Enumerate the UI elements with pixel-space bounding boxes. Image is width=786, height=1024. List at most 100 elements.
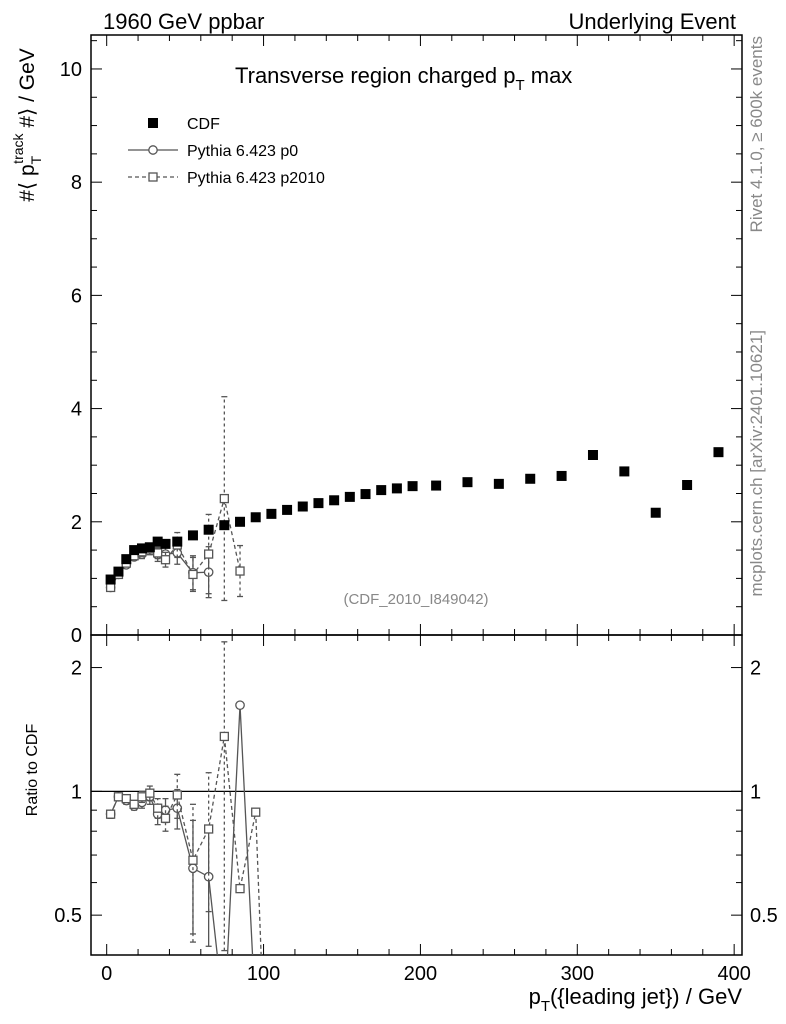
y-tick-label: 6 (71, 285, 82, 307)
y-tick-label: 10 (60, 59, 82, 81)
cdf-point (282, 504, 293, 515)
cdf-point (493, 478, 504, 489)
x-tick-label: 300 (561, 963, 594, 985)
y-tick-label: 4 (71, 399, 82, 421)
ratio-y-tick-label: 2 (71, 658, 82, 680)
legend-marker-p0 (148, 145, 158, 155)
y-tick-label: 2 (71, 512, 82, 534)
x-tick-label: 200 (404, 963, 437, 985)
ratio-y-tick-label-right: 1 (750, 781, 761, 803)
axis-ticks (91, 35, 742, 956)
header-right: Underlying Event (568, 9, 736, 34)
y-tick-label: 0 (71, 625, 82, 647)
ratio-point-p2010 (145, 788, 155, 798)
ratio-point-p2010 (129, 799, 139, 809)
ratio-point-p2010 (160, 813, 171, 823)
cdf-point (619, 466, 630, 477)
cdf-point (250, 512, 261, 523)
x-tick-label: 400 (717, 963, 750, 985)
legend-label-p0: Pythia 6.423 p0 (187, 143, 298, 160)
ratio-line-p2010 (110, 736, 262, 955)
cdf-point (219, 520, 230, 531)
cdf-point (407, 481, 418, 492)
ratio-y-tick-label: 1 (71, 781, 82, 803)
main-point-p2010 (219, 493, 229, 504)
ratio-series-layer (91, 641, 742, 1023)
ratio-point-p2010 (204, 824, 214, 834)
legend-label-cdf: CDF (187, 116, 220, 133)
cdf-point (713, 447, 724, 458)
main-point-p2010 (204, 549, 214, 559)
main-series-layer (105, 396, 724, 602)
ratio-y-tick-label-right: 0.5 (750, 905, 778, 927)
cdf-point (235, 516, 246, 527)
ratio-line-p0 (110, 705, 254, 955)
header-left: 1960 GeV ppbar (103, 9, 264, 34)
cdf-point (266, 508, 277, 519)
ratio-y-tick-label-right: 2 (750, 658, 761, 680)
ratio-point-p2010 (113, 792, 124, 802)
x-axis-label: pT({leading jet}) / GeV (529, 984, 743, 1015)
cdf-point (391, 483, 402, 494)
ratio-point-p2010 (260, 1015, 268, 1023)
cdf-point (682, 480, 693, 490)
ratio-point-p2010 (235, 883, 245, 894)
cdf-point (152, 536, 163, 547)
main-point-p2010 (105, 582, 116, 593)
y-tick-label: 8 (71, 172, 82, 194)
cdf-point (525, 473, 536, 484)
y-axis-label: #⟨ pTtrack #⟩ / GeV (10, 48, 44, 202)
ratio-point-p2010 (219, 731, 229, 742)
cdf-point (431, 480, 442, 491)
cdf-point (360, 489, 371, 500)
legend-marker-p2010 (148, 172, 158, 182)
cdf-point (144, 542, 155, 553)
main-point-p2010 (235, 566, 245, 576)
legend-label-p2010: Pythia 6.423 p2010 (187, 170, 325, 187)
ratio-point-p0 (235, 700, 245, 711)
ratio-point-p2010 (188, 855, 198, 865)
ratio-panel-frame (90, 634, 743, 956)
cdf-point (129, 545, 140, 556)
ratio-point-p0 (220, 1015, 228, 1023)
cdf-point (376, 485, 387, 496)
cdf-point (344, 491, 355, 502)
main-point-p2010 (188, 569, 198, 580)
cdf-point (136, 543, 147, 554)
legend-entry-p2010: Pythia 6.423 p2010 (128, 170, 325, 187)
legend-marker-cdf (148, 118, 158, 128)
cdf-point (160, 538, 171, 549)
legend-entry-cdf: CDF (148, 116, 220, 133)
x-tick-label: 0 (101, 963, 112, 985)
cdf-point (313, 498, 324, 509)
main-point-p2010 (160, 555, 171, 565)
ratio-point-p2010 (105, 809, 116, 819)
chart-title: Transverse region charged pT max (235, 63, 572, 94)
cdf-point (556, 470, 567, 481)
cdf-point (203, 524, 214, 535)
cdf-point (297, 501, 308, 512)
cdf-point (462, 477, 473, 488)
cdf-point (113, 566, 124, 577)
cdf-point (650, 507, 661, 518)
ratio-point-p2010 (251, 807, 261, 817)
analysis-id: (CDF_2010_I849042) (343, 591, 488, 608)
cdf-point (329, 495, 340, 506)
ratio-point-p2010 (172, 790, 182, 800)
main-point-p2010 (153, 548, 163, 558)
legend: CDF Pythia 6.423 p0 Pythia 6.423 p2010 (128, 116, 325, 187)
cdf-point (587, 450, 598, 460)
side-label-top: Rivet 4.1.0, ≥ 600k events (747, 36, 766, 232)
legend-entry-p0: Pythia 6.423 p0 (128, 143, 298, 160)
x-tick-label: 100 (247, 963, 280, 985)
side-label-bottom: mcplots.cern.ch [arXiv:2401.10621] (747, 330, 766, 596)
ratio-point-p2010 (121, 793, 131, 804)
ratio-y-tick-label: 0.5 (54, 905, 82, 927)
cdf-point (187, 530, 198, 541)
cdf-point (172, 536, 183, 547)
ratio-point-p2010 (137, 792, 147, 802)
cdf-point (121, 554, 132, 565)
ratio-y-axis-label: Ratio to CDF (24, 724, 41, 817)
ratio-point-p2010 (153, 803, 163, 813)
